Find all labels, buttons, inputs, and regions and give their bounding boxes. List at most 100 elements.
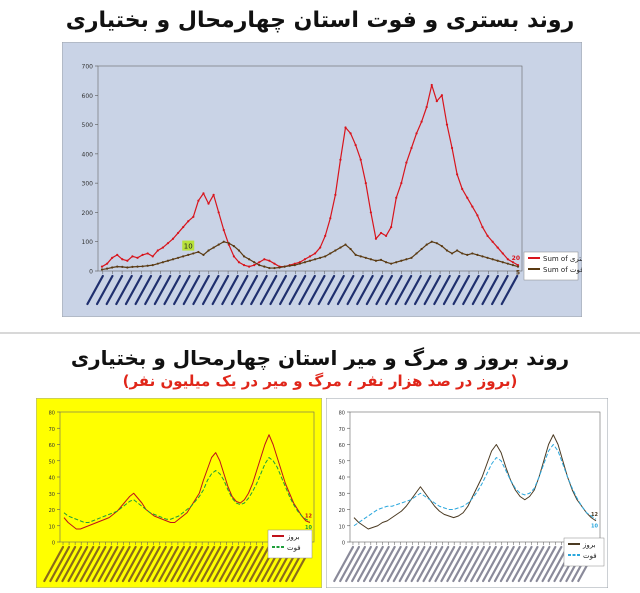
y-tick-label: 20 <box>49 508 55 514</box>
y-tick-label: 300 <box>82 181 94 188</box>
data-point <box>410 146 413 150</box>
x-tick-label <box>374 545 396 583</box>
x-tick-label <box>452 545 474 583</box>
data-point <box>440 94 444 97</box>
data-point <box>308 259 312 262</box>
x-tick-label <box>211 274 230 306</box>
x-tick-label <box>481 274 500 306</box>
y-tick-label: 10 <box>339 524 345 530</box>
data-point <box>445 123 449 126</box>
y-tick-label: 40 <box>339 476 345 482</box>
data-point <box>420 120 423 123</box>
x-tick-label <box>452 274 471 306</box>
data-point <box>171 258 175 261</box>
data-point <box>379 258 383 261</box>
data-point <box>222 240 225 243</box>
x-tick-label <box>394 274 413 306</box>
legend-box <box>563 537 605 567</box>
data-point <box>161 246 164 249</box>
y-tick-label: 70 <box>339 427 345 433</box>
x-tick-label <box>428 545 450 583</box>
x-tick-label <box>242 545 264 583</box>
y-tick-label: 30 <box>49 492 55 498</box>
x-tick-label <box>73 545 95 583</box>
data-point <box>471 252 474 255</box>
data-point <box>400 259 403 262</box>
y-tick-label: 700 <box>82 64 94 71</box>
data-point <box>303 258 307 261</box>
x-tick-label <box>176 545 198 583</box>
data-point <box>182 225 185 229</box>
x-tick-label <box>133 545 155 583</box>
data-point <box>166 242 170 245</box>
x-tick-label <box>529 545 551 583</box>
plot-area <box>97 65 523 272</box>
x-tick-label <box>493 545 515 583</box>
x-tick-label <box>317 274 336 306</box>
data-point <box>248 258 251 261</box>
data-point <box>197 250 200 254</box>
x-tick-label <box>182 274 201 306</box>
data-point <box>248 265 251 268</box>
data-point <box>242 264 246 267</box>
x-tick-label <box>85 545 107 583</box>
data-point <box>232 255 236 258</box>
x-tick-label <box>230 274 249 306</box>
data-point <box>334 249 337 252</box>
data-point <box>126 259 129 262</box>
x-tick-label <box>333 545 355 583</box>
x-tick-label <box>422 545 444 583</box>
data-point <box>176 231 180 235</box>
data-point <box>136 256 139 259</box>
x-tick-label <box>121 545 143 583</box>
data-point <box>379 231 383 235</box>
data-point <box>344 243 347 246</box>
x-tick-label <box>500 274 519 306</box>
data-point <box>237 261 241 264</box>
data-point <box>359 158 362 161</box>
y-tick-label: 100 <box>82 239 94 246</box>
x-tick-label <box>375 274 394 306</box>
data-point <box>329 217 332 220</box>
x-tick-label <box>491 274 509 306</box>
data-point <box>390 225 393 229</box>
end-value-label: 12 <box>591 512 598 518</box>
data-point <box>466 253 469 256</box>
data-point <box>415 132 418 135</box>
data-point <box>354 143 357 147</box>
series-line <box>63 434 311 530</box>
data-point <box>242 255 246 258</box>
data-point <box>273 262 276 265</box>
series-line <box>353 434 597 530</box>
data-point <box>161 261 164 264</box>
x-tick-label <box>523 545 545 583</box>
y-tick-label: 0 <box>89 269 93 276</box>
y-tick-label: 50 <box>339 459 345 465</box>
data-point <box>450 252 454 255</box>
x-tick-label <box>339 545 361 583</box>
data-point <box>349 132 352 135</box>
y-tick-label: 70 <box>49 427 55 433</box>
x-tick-label <box>541 545 563 583</box>
x-tick-label <box>416 545 438 583</box>
x-tick-label <box>365 274 384 306</box>
data-point <box>146 252 149 255</box>
x-tick-label <box>413 274 432 306</box>
series-1 <box>353 434 597 530</box>
x-tick-label <box>115 545 137 583</box>
x-tick-label <box>279 274 297 306</box>
legend-label: فوت <box>287 544 301 552</box>
x-tick-label <box>481 545 503 583</box>
x-tick-label <box>404 545 426 583</box>
data-point <box>461 187 464 191</box>
data-point <box>105 262 109 265</box>
series-1 <box>63 434 311 530</box>
data-point <box>435 242 438 245</box>
x-tick-label <box>404 274 422 306</box>
data-point <box>263 265 266 268</box>
legend-label: Sum of بستری <box>543 255 582 263</box>
data-point <box>359 255 362 258</box>
x-tick-label <box>236 545 258 583</box>
data-point <box>187 253 190 256</box>
